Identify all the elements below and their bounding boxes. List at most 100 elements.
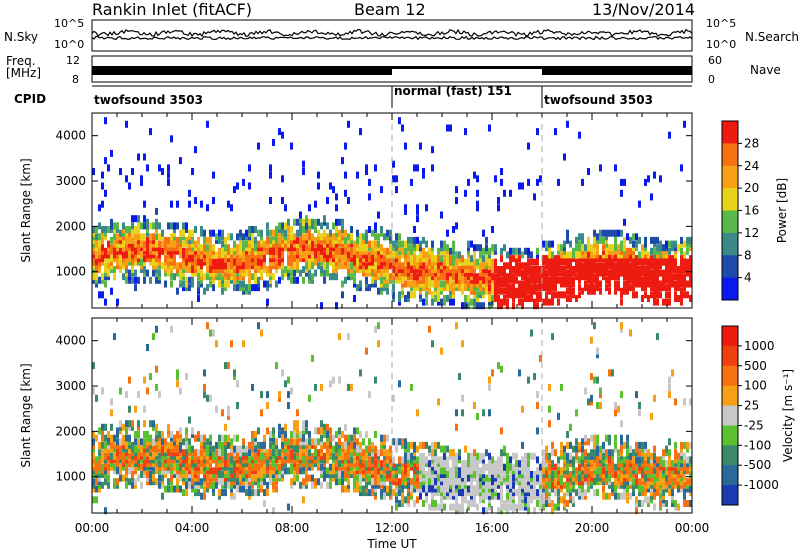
heatmap-cell bbox=[527, 452, 530, 460]
heatmap-cell bbox=[488, 124, 491, 132]
heatmap-cell bbox=[329, 434, 332, 442]
heatmap-cell bbox=[590, 478, 593, 486]
heatmap-cell bbox=[467, 467, 470, 475]
heatmap-cell bbox=[596, 445, 599, 453]
heatmap-cell bbox=[533, 452, 536, 460]
heatmap-cell bbox=[302, 218, 305, 226]
heatmap-cell bbox=[398, 244, 401, 252]
heatmap-cell bbox=[461, 255, 464, 263]
heatmap-cell bbox=[179, 229, 182, 237]
heatmap-cell bbox=[515, 247, 518, 255]
heatmap-cell bbox=[272, 445, 275, 453]
heatmap-cell bbox=[299, 467, 302, 475]
heatmap-cell bbox=[305, 269, 308, 277]
heatmap-cell bbox=[128, 405, 131, 413]
heatmap-cell bbox=[545, 258, 548, 266]
heatmap-cell bbox=[611, 251, 614, 259]
heatmap-cell bbox=[110, 460, 113, 468]
heatmap-cell bbox=[233, 284, 236, 292]
heatmap-cell bbox=[269, 266, 272, 273]
heatmap-cell bbox=[122, 262, 125, 270]
heatmap-cell bbox=[548, 266, 551, 273]
heatmap-cell bbox=[359, 463, 362, 471]
heatmap-cell bbox=[392, 474, 395, 482]
heatmap-cell bbox=[476, 467, 479, 475]
heatmap-cell bbox=[182, 474, 185, 482]
heatmap-cell bbox=[302, 431, 305, 438]
heatmap-cell bbox=[506, 485, 509, 493]
heatmap-cell bbox=[218, 489, 221, 497]
heatmap-cell bbox=[593, 376, 596, 384]
heatmap-cell bbox=[644, 452, 647, 460]
heatmap-cell bbox=[218, 255, 221, 263]
heatmap-cell bbox=[212, 276, 215, 284]
heatmap-cell bbox=[536, 284, 539, 292]
heatmap-cell bbox=[122, 244, 125, 252]
heatmap-cell bbox=[122, 229, 125, 237]
heatmap-cell bbox=[341, 226, 344, 233]
heatmap-cell bbox=[326, 244, 329, 252]
heatmap-cell bbox=[674, 284, 677, 292]
heatmap-cell bbox=[587, 474, 590, 482]
heatmap-cell bbox=[389, 247, 392, 255]
heatmap-cell bbox=[254, 463, 257, 471]
heatmap-cell bbox=[551, 262, 554, 270]
heatmap-cell bbox=[542, 298, 545, 306]
heatmap-cell bbox=[662, 280, 665, 288]
heatmap-cell bbox=[398, 467, 401, 475]
heatmap-cell bbox=[626, 467, 629, 475]
heatmap-cell bbox=[680, 276, 683, 284]
heatmap-cell bbox=[566, 280, 569, 288]
heatmap-cell bbox=[479, 287, 482, 295]
heatmap-cell bbox=[533, 287, 536, 295]
heatmap-cell bbox=[215, 441, 218, 449]
heatmap-cell bbox=[170, 251, 173, 259]
heatmap-cell bbox=[485, 247, 488, 255]
heatmap-cell bbox=[221, 276, 224, 284]
heatmap-cell bbox=[410, 489, 413, 497]
heatmap-cell bbox=[395, 467, 398, 475]
heatmap-cell bbox=[512, 284, 515, 292]
heatmap-cell bbox=[164, 244, 167, 252]
heatmap-cell bbox=[593, 229, 596, 237]
heatmap-cell bbox=[416, 215, 419, 223]
heatmap-cell bbox=[590, 247, 593, 255]
heatmap-cell bbox=[638, 460, 641, 468]
heatmap-cell bbox=[452, 262, 455, 270]
heatmap-cell bbox=[362, 452, 365, 460]
heatmap-cell bbox=[596, 284, 599, 292]
heatmap-cell bbox=[428, 266, 431, 273]
heatmap-cell bbox=[236, 255, 239, 263]
heatmap-cell bbox=[218, 280, 221, 288]
heatmap-cell bbox=[410, 244, 413, 252]
heatmap-cell bbox=[422, 262, 425, 270]
heatmap-cell bbox=[521, 269, 524, 277]
heatmap-cell bbox=[500, 503, 503, 511]
heatmap-cell bbox=[410, 262, 413, 270]
heatmap-cell bbox=[419, 258, 422, 266]
heatmap-cell bbox=[356, 463, 359, 471]
heatmap-cell bbox=[143, 438, 146, 446]
heatmap-cell bbox=[152, 420, 155, 428]
heatmap-cell bbox=[611, 247, 614, 255]
heatmap-cell bbox=[464, 128, 467, 136]
heatmap-cell bbox=[251, 463, 254, 471]
heatmap-cell bbox=[473, 456, 476, 464]
heatmap-cell bbox=[206, 120, 209, 128]
heatmap-cell bbox=[92, 233, 95, 241]
heatmap-cell bbox=[104, 478, 107, 486]
heatmap-cell bbox=[218, 471, 221, 478]
nsky-tick-high: 10^5 bbox=[54, 17, 85, 30]
heatmap-cell bbox=[335, 478, 338, 486]
heatmap-cell bbox=[488, 295, 491, 302]
heatmap-cell bbox=[506, 463, 509, 471]
heatmap-cell bbox=[281, 467, 284, 475]
heatmap-cell bbox=[338, 445, 341, 453]
heatmap-cell bbox=[98, 463, 101, 471]
heatmap-cell bbox=[629, 467, 632, 475]
heatmap-cell bbox=[647, 258, 650, 266]
heatmap-cell bbox=[671, 276, 674, 284]
heatmap-cell bbox=[260, 481, 263, 489]
heatmap-cell bbox=[242, 471, 245, 478]
heatmap-cell bbox=[329, 233, 332, 241]
